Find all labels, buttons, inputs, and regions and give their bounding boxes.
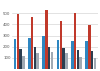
Bar [65, 53, 68, 69]
Bar [51, 52, 53, 69]
Bar [77, 50, 79, 69]
Bar [94, 58, 96, 69]
Bar [91, 50, 93, 69]
Bar [57, 40, 59, 69]
Bar [60, 21, 62, 69]
Bar [79, 57, 82, 69]
Bar [62, 48, 65, 69]
Bar [36, 53, 39, 69]
Bar [34, 47, 36, 69]
Bar [74, 13, 76, 69]
Bar [88, 25, 91, 69]
Bar [31, 17, 33, 69]
Bar [86, 40, 88, 69]
Bar [42, 36, 45, 69]
Bar [17, 14, 19, 69]
Bar [71, 40, 74, 69]
Bar [19, 49, 22, 69]
Bar [45, 10, 48, 69]
Bar [48, 47, 50, 69]
Bar [28, 38, 31, 69]
Bar [22, 56, 24, 69]
Bar [14, 39, 16, 69]
